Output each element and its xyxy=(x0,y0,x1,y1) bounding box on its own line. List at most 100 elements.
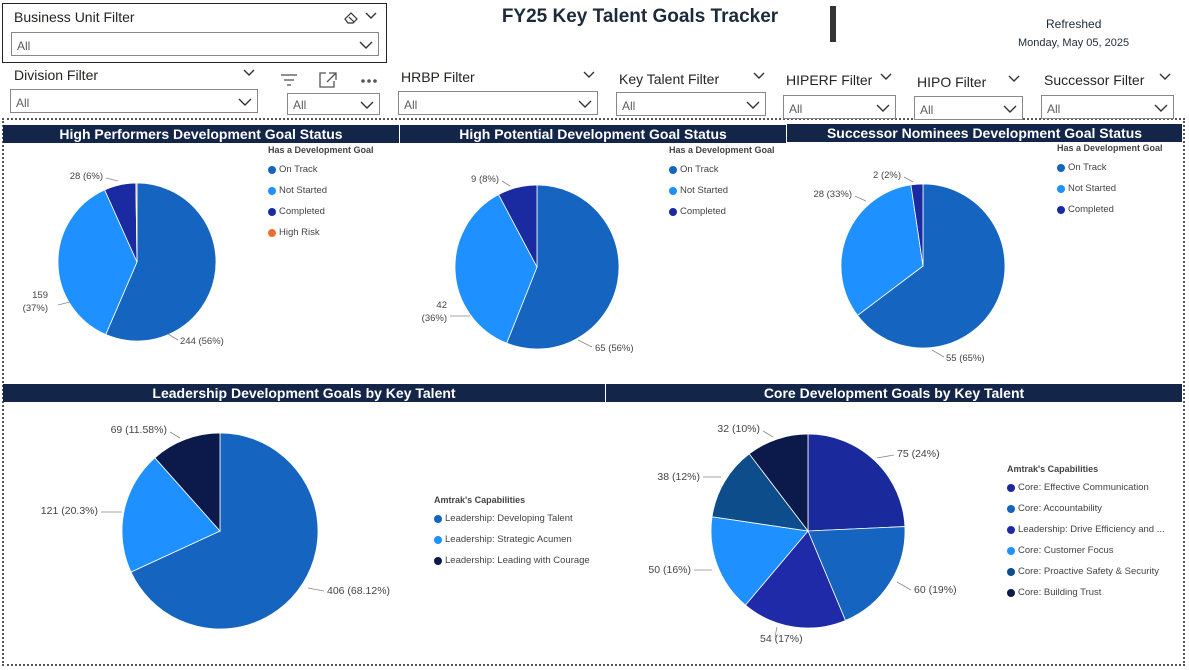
pie-slice-not-started[interactable] xyxy=(840,184,924,316)
legend-item-customer-focus[interactable]: Core: Customer Focus xyxy=(1007,540,1165,561)
pie-slice-completed[interactable] xyxy=(498,184,538,268)
legend-title: Amtrak's Capabilities xyxy=(1007,464,1099,474)
chevron-down-icon[interactable] xyxy=(753,72,765,80)
legend-dot xyxy=(669,165,677,174)
legend-item-accountability[interactable]: Core: Accountability xyxy=(1007,498,1165,519)
pie-slice-core-customer-focus[interactable] xyxy=(710,516,809,606)
hrbp-select[interactable]: All xyxy=(398,91,598,115)
data-label: 75 (24%) xyxy=(897,448,940,460)
legend-dot xyxy=(1057,163,1065,172)
hipo-value: All xyxy=(920,103,934,117)
pie-slice-leadership-strategic-acumen[interactable] xyxy=(121,457,221,573)
focus-mode-icon[interactable] xyxy=(318,71,338,89)
chevron-down-icon[interactable] xyxy=(365,12,377,20)
pie-slice-core-effective-communication[interactable] xyxy=(807,433,906,532)
legend-item-building-trust[interactable]: Core: Building Trust xyxy=(1007,582,1165,603)
legend-item-developing-talent[interactable]: Leadership: Developing Talent xyxy=(434,508,590,529)
chevron-down-icon xyxy=(746,101,760,109)
legend-item-completed[interactable]: Completed xyxy=(669,201,775,222)
legend-item-high-risk[interactable]: High Risk xyxy=(268,222,374,243)
legend-item-strategic-acumen[interactable]: Leadership: Strategic Acumen xyxy=(434,529,590,550)
legend-title: Has a Development Goal xyxy=(669,145,775,155)
legend-item-not-started[interactable]: Not Started xyxy=(1057,178,1163,199)
legend-dot xyxy=(434,514,442,523)
pie-slice-high-risk[interactable] xyxy=(135,182,138,263)
pie-slice-on-track[interactable] xyxy=(856,183,1006,349)
division-filter-label: Division Filter xyxy=(14,67,99,83)
legend-dot xyxy=(1057,184,1065,193)
successor-select[interactable]: All xyxy=(1041,95,1174,119)
pie-slice-core-building-trust[interactable] xyxy=(748,433,809,533)
pie-slice-not-started[interactable] xyxy=(454,194,538,344)
data-label-leader xyxy=(931,349,945,358)
chevron-down-icon[interactable] xyxy=(583,71,595,79)
pie-chart-1: 244 (56%) 159 (37%) 28 (6%) xyxy=(23,171,224,347)
legend-title: Has a Development Goal xyxy=(1057,143,1163,153)
hipo-filter-label: HIPO Filter xyxy=(917,74,987,90)
chevron-down-icon xyxy=(359,41,373,49)
legend-high-potential: Has a Development Goal On Track Not Star… xyxy=(669,145,775,222)
eraser-icon[interactable] xyxy=(343,10,359,24)
data-label-leader xyxy=(307,587,325,592)
chevron-down-icon xyxy=(360,101,374,109)
pie-slice-not-started[interactable] xyxy=(57,189,138,336)
legend-core: Amtrak's Capabilities Core: Effective Co… xyxy=(1007,464,1165,603)
chevron-down-icon xyxy=(1003,105,1017,113)
data-label-leader xyxy=(167,333,179,341)
legend-item-on-track[interactable]: On Track xyxy=(669,159,775,180)
legend-item-on-track[interactable]: On Track xyxy=(268,159,374,180)
legend-item-proactive-safety[interactable]: Core: Proactive Safety & Security xyxy=(1007,561,1165,582)
legend-item-effective-communication[interactable]: Core: Effective Communication xyxy=(1007,477,1165,498)
unnamed-filter-select[interactable]: All xyxy=(287,93,380,115)
chevron-down-icon[interactable] xyxy=(1008,75,1020,83)
business-unit-select[interactable]: All xyxy=(11,32,379,56)
successor-value: All xyxy=(1047,102,1061,116)
legend-item-completed[interactable]: Completed xyxy=(1057,199,1163,220)
chevron-down-icon[interactable] xyxy=(880,73,892,81)
legend-title: Amtrak's Capabilities xyxy=(434,495,526,505)
chevron-down-icon[interactable] xyxy=(1159,73,1171,81)
legend-item-drive-efficiency[interactable]: Leadership: Drive Efficiency and ... xyxy=(1007,519,1165,540)
hiperf-select[interactable]: All xyxy=(783,95,896,119)
legend-item-completed[interactable]: Completed xyxy=(268,201,374,222)
pie-slice-on-track[interactable] xyxy=(506,184,620,350)
pie-slice-leadership-developing-talent[interactable] xyxy=(130,432,319,630)
chevron-down-icon xyxy=(238,98,252,106)
legend-item-not-started[interactable]: Not Started xyxy=(268,180,374,201)
data-label: 32 (10%) xyxy=(717,423,760,435)
data-label-leader xyxy=(774,626,778,638)
pie-slice-leadership-leading-with-courage[interactable] xyxy=(154,432,221,533)
hipo-select[interactable]: All xyxy=(914,96,1023,120)
division-select[interactable]: All xyxy=(10,89,258,113)
data-label: 28 (33%) xyxy=(813,189,852,200)
pie-slice-core-accountability[interactable] xyxy=(807,526,906,621)
data-label-leader xyxy=(169,431,181,439)
legend-dot xyxy=(268,228,276,237)
legend-dot xyxy=(268,165,276,174)
pie-slice-core-proactive-safety-security[interactable] xyxy=(711,453,809,532)
chevron-down-icon[interactable] xyxy=(243,69,255,77)
filter-icon[interactable] xyxy=(280,73,298,87)
pie-chart-5: 75 (24%) 60 (19%) 54 (17%) 50 (16%) 38 (12%)… xyxy=(648,423,956,645)
data-label: 54 (17%) xyxy=(760,633,803,645)
key-talent-select[interactable]: All xyxy=(616,92,766,116)
legend-item-on-track[interactable]: On Track xyxy=(1057,157,1163,178)
data-label: 69 (11.58%) xyxy=(111,424,167,436)
more-options-icon[interactable] xyxy=(360,78,378,84)
refreshed-label: Refreshed xyxy=(1046,17,1102,31)
division-value: All xyxy=(16,96,30,110)
legend-item-not-started[interactable]: Not Started xyxy=(669,180,775,201)
data-label: 159 xyxy=(32,290,48,301)
legend-dot xyxy=(1007,567,1015,576)
legend-dot xyxy=(434,556,442,565)
legend-dot xyxy=(434,535,442,544)
pie-slice-on-track[interactable] xyxy=(105,182,217,342)
hrbp-value: All xyxy=(404,98,418,112)
legend-item-leading-with-courage[interactable]: Leadership: Leading with Courage xyxy=(434,550,590,571)
pie-slice-leadership-drive-efficiency-and[interactable] xyxy=(744,530,846,629)
business-unit-filter[interactable]: Business Unit Filter All xyxy=(2,3,387,63)
legend-leadership: Amtrak's Capabilities Leadership: Develo… xyxy=(434,495,590,571)
legend-dot xyxy=(268,186,276,195)
page-title: FY25 Key Talent Goals Tracker xyxy=(501,6,779,27)
pie-slice-completed[interactable] xyxy=(910,183,924,267)
